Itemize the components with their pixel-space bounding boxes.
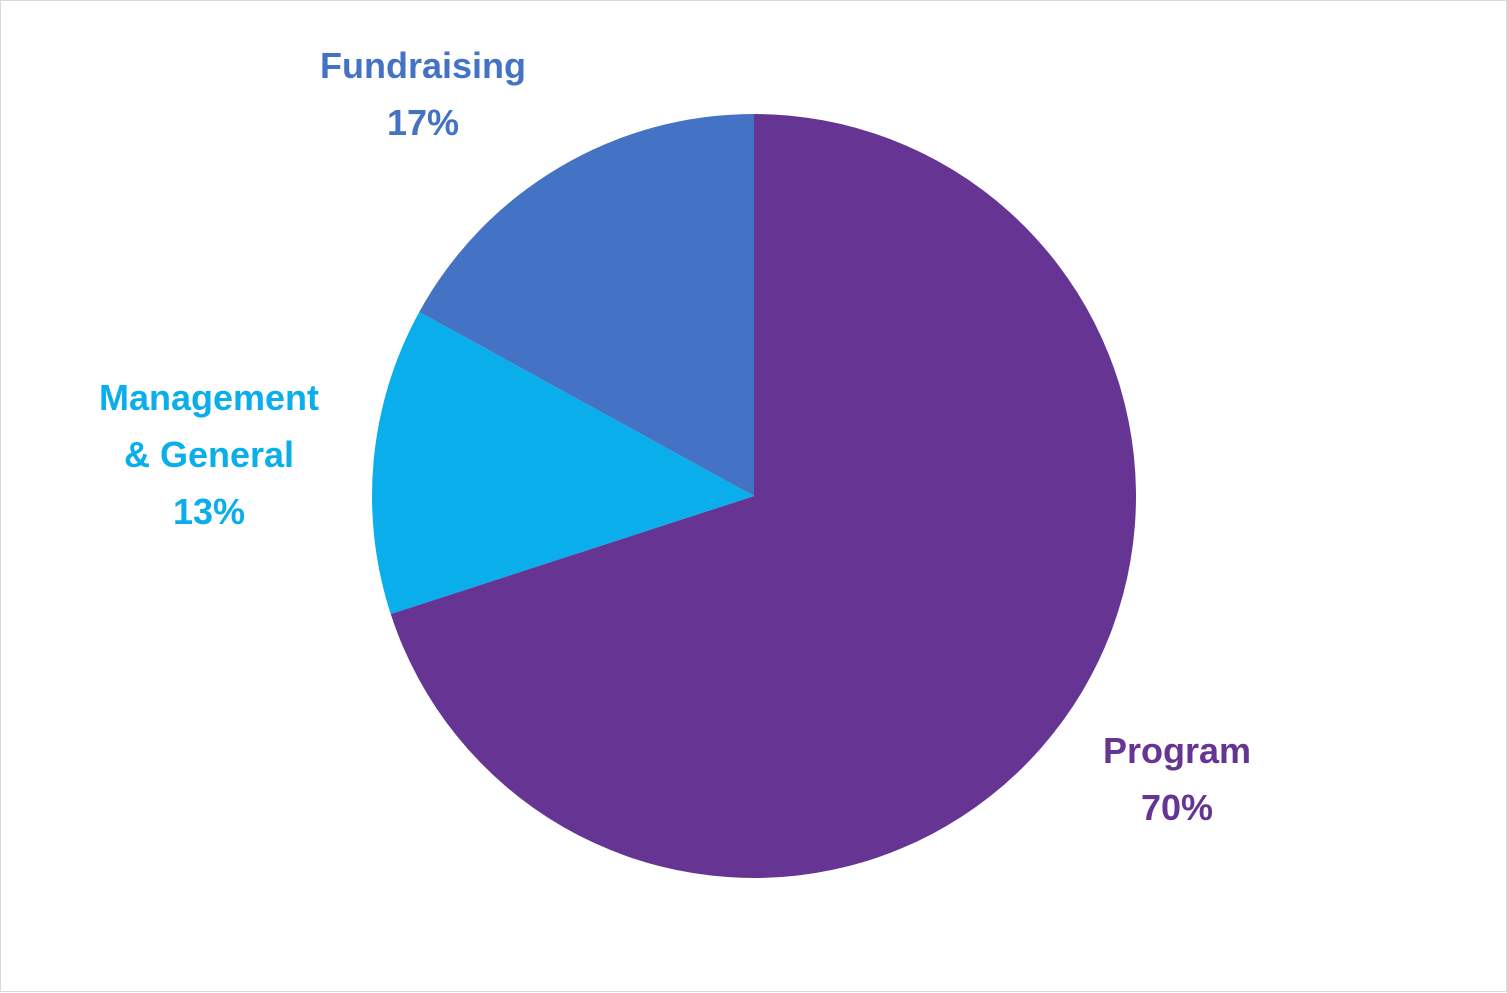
pie-slice-program	[390, 114, 1137, 878]
data-label-fundraising: Fundraising 17%	[320, 45, 526, 143]
pie-slices	[372, 114, 1137, 878]
pie-labels: Program 70% Management & General 13% Fundrais…	[99, 45, 1251, 828]
data-label-program: Program 70%	[1103, 730, 1251, 828]
data-label-value: 13%	[173, 491, 245, 532]
data-label-category: Program	[1103, 730, 1251, 771]
data-label-value: 70%	[1141, 787, 1213, 828]
data-label-category: Fundraising	[320, 45, 526, 86]
pie-slice-management-general	[372, 311, 754, 615]
data-label-category: Management	[99, 377, 319, 418]
pie-slice-fundraising	[419, 114, 754, 496]
data-label-category: & General	[124, 434, 294, 475]
data-label-value: 17%	[387, 102, 459, 143]
data-label-management-general: Management & General 13%	[99, 377, 319, 532]
